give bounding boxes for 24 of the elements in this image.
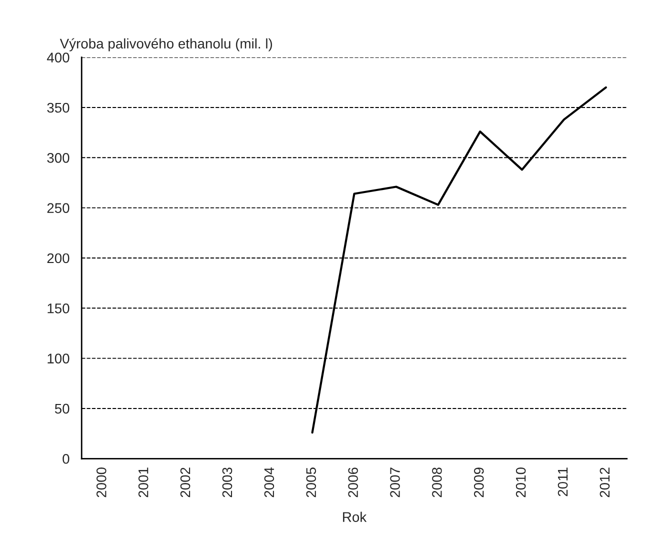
x-axis-title: Rok — [343, 512, 367, 522]
y-tick-label: 0 — [62, 454, 70, 464]
y-tick-label: 200 — [47, 253, 70, 264]
x-tick-label: 2005 — [306, 468, 316, 498]
y-tick-label: 250 — [47, 203, 70, 213]
y-tick-label: 100 — [48, 354, 70, 364]
x-tick-label: 2003 — [222, 468, 232, 498]
y-tick-label: 300 — [47, 152, 70, 163]
x-tick-label: 2006 — [348, 468, 358, 498]
x-tick-label: 2010 — [516, 468, 526, 498]
x-tick-label: 2001 — [138, 468, 148, 498]
x-tick-label: 2002 — [180, 468, 190, 498]
x-tick-label: 2004 — [264, 467, 274, 498]
x-tick-label: 2007 — [390, 468, 400, 498]
x-tick-label: 2009 — [474, 468, 484, 498]
y-tick-label: 350 — [47, 102, 70, 113]
y-tick-label: 400 — [46, 52, 70, 62]
x-tick-label: 2008 — [432, 468, 442, 498]
y-axis-title: Výroba palivového ethanolu (mil. l) — [60, 38, 272, 52]
y-tick-label: 50 — [54, 404, 70, 414]
x-tick-label: 2012 — [600, 468, 610, 498]
x-tick-label: 2011 — [558, 468, 568, 496]
y-tick-label: 150 — [48, 303, 70, 314]
x-tick-label: 2000 — [96, 468, 106, 498]
